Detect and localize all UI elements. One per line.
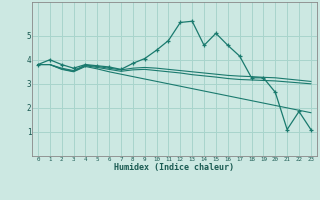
X-axis label: Humidex (Indice chaleur): Humidex (Indice chaleur) <box>115 163 234 172</box>
